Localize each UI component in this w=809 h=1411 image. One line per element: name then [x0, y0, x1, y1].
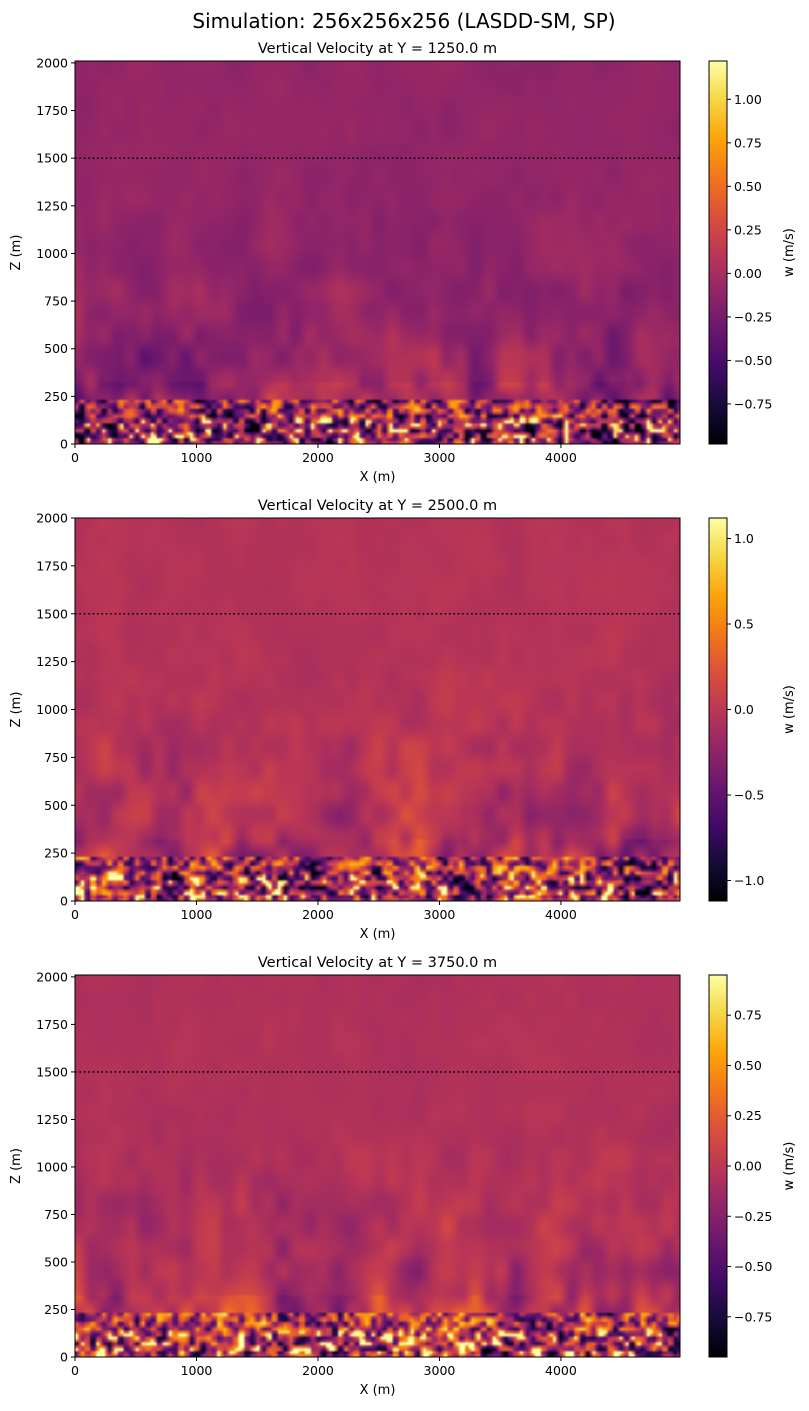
y-tick-label: 750 [44, 1207, 68, 1222]
x-tick-label: 0 [71, 907, 79, 922]
y-tick-label: 1750 [36, 103, 68, 118]
panel-title: Vertical Velocity at Y = 2500.0 m [258, 498, 497, 514]
x-tick-label: 4000 [545, 1363, 577, 1378]
y-tick-label: 0 [60, 437, 68, 452]
y-tick-label: 1500 [36, 151, 68, 166]
x-tick-label: 3000 [424, 907, 456, 922]
colorbar-tick-label: −0.50 [734, 353, 772, 368]
y-axis-label: Z (m) [9, 235, 24, 271]
y-tick-label: 1750 [36, 558, 68, 573]
x-tick-label: 0 [71, 1363, 79, 1378]
colorbar-tick-label: 1.00 [734, 92, 762, 107]
y-tick-label: 1500 [36, 606, 68, 621]
colorbar-label: w (m/s) [782, 685, 797, 734]
heatmap-image [75, 975, 680, 1357]
y-tick-label: 750 [44, 294, 68, 309]
colorbar-tick-label: 0.50 [734, 1058, 762, 1073]
y-tick-label: 250 [44, 389, 68, 404]
y-tick-label: 1000 [36, 1159, 68, 1174]
x-tick-label: 2000 [302, 907, 334, 922]
y-tick-label: 1750 [36, 1017, 68, 1032]
heatmap-image [75, 61, 680, 444]
colorbar-tick-label: −0.25 [734, 1209, 772, 1224]
figure-title: Simulation: 256x256x256 (LASDD-SM, SP) [192, 9, 615, 33]
colorbar-tick-label: 0.00 [734, 1159, 762, 1174]
y-tick-label: 1250 [36, 654, 68, 669]
x-tick-label: 1000 [181, 1363, 213, 1378]
y-tick-label: 1250 [36, 1112, 68, 1127]
panel-2: Vertical Velocity at Y = 2500.0 m 0 1000 20… [9, 498, 797, 942]
colorbar-tick-label: 0.5 [734, 617, 754, 632]
axes-frame [74, 974, 681, 1358]
y-tick-label: 250 [44, 1302, 68, 1317]
colorbar-tick-label: 0.50 [734, 179, 762, 194]
y-tick-label: 500 [44, 341, 68, 356]
y-tick-label: 750 [44, 750, 68, 765]
x-axis-label: X (m) [360, 470, 396, 485]
y-tick-label: 1000 [36, 702, 68, 717]
y-tick-label: 1500 [36, 1064, 68, 1079]
colorbar [708, 517, 728, 902]
colorbar-tick-label: 0.25 [734, 222, 762, 237]
x-tick-label: 4000 [545, 450, 577, 465]
x-tick-label: 0 [71, 450, 79, 465]
x-tick-label: 3000 [424, 450, 456, 465]
panel-title: Vertical Velocity at Y = 1250.0 m [258, 41, 497, 57]
heatmap-image [75, 518, 680, 901]
panels: Vertical Velocity at Y = 1250.0 m 0 1000 20… [9, 41, 797, 1398]
x-tick-label: 2000 [302, 1363, 334, 1378]
colorbar-tick-label: −0.25 [734, 309, 772, 324]
colorbar [708, 60, 728, 445]
colorbar-tick-label: 0.75 [734, 1008, 762, 1023]
panel-1: Vertical Velocity at Y = 1250.0 m 0 1000 20… [9, 41, 797, 485]
axes-frame [74, 60, 681, 445]
colorbar-tick-label: −0.75 [734, 396, 772, 411]
colorbar-tick-label: −0.5 [734, 787, 764, 802]
y-tick-label: 2000 [36, 511, 68, 526]
panel-3: Vertical Velocity at Y = 3750.0 m 0 1000 20… [9, 955, 797, 1398]
y-tick-label: 2000 [36, 55, 68, 70]
x-tick-label: 3000 [424, 1363, 456, 1378]
colorbar-label: w (m/s) [782, 1142, 797, 1191]
colorbar-tick-label: −0.50 [734, 1259, 772, 1274]
colorbar-label: w (m/s) [782, 228, 797, 277]
x-tick-label: 1000 [181, 907, 213, 922]
x-tick-label: 1000 [181, 450, 213, 465]
x-tick-label: 4000 [545, 907, 577, 922]
y-tick-label: 2000 [36, 969, 68, 984]
y-tick-label: 250 [44, 846, 68, 861]
y-tick-label: 0 [60, 894, 68, 909]
colorbar-tick-label: 1.0 [734, 531, 754, 546]
colorbar-tick-label: −1.0 [734, 873, 764, 888]
y-axis-label: Z (m) [9, 692, 24, 728]
y-tick-label: 1000 [36, 246, 68, 261]
y-tick-label: 500 [44, 798, 68, 813]
y-tick-label: 0 [60, 1350, 68, 1365]
panel-title: Vertical Velocity at Y = 3750.0 m [258, 955, 497, 971]
colorbar-tick-label: 0.00 [734, 266, 762, 281]
y-axis-label: Z (m) [9, 1148, 24, 1184]
x-axis-label: X (m) [360, 1383, 396, 1398]
colorbar-tick-label: −0.75 [734, 1309, 772, 1324]
y-tick-label: 1250 [36, 198, 68, 213]
x-tick-label: 2000 [302, 450, 334, 465]
y-tick-label: 500 [44, 1254, 68, 1269]
colorbar [708, 974, 728, 1358]
colorbar-tick-label: 0.75 [734, 135, 762, 150]
x-axis-label: X (m) [360, 927, 396, 942]
colorbar-tick-label: 0.25 [734, 1108, 762, 1123]
colorbar-tick-label: 0.0 [734, 702, 754, 717]
